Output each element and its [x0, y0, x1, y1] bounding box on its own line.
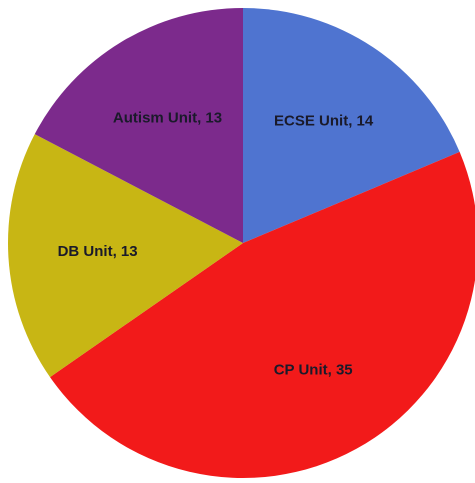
pie-slice: [34, 8, 243, 243]
slice-label: DB Unit, 13: [58, 243, 138, 260]
pie-slice: [7, 134, 243, 378]
slice-label: CP Unit, 35: [274, 362, 353, 379]
pie-slice: [243, 8, 460, 243]
slice-label: Autism Unit, 13: [113, 109, 222, 126]
pie-slice: [50, 151, 475, 478]
slice-label: ECSE Unit, 14: [274, 113, 374, 130]
